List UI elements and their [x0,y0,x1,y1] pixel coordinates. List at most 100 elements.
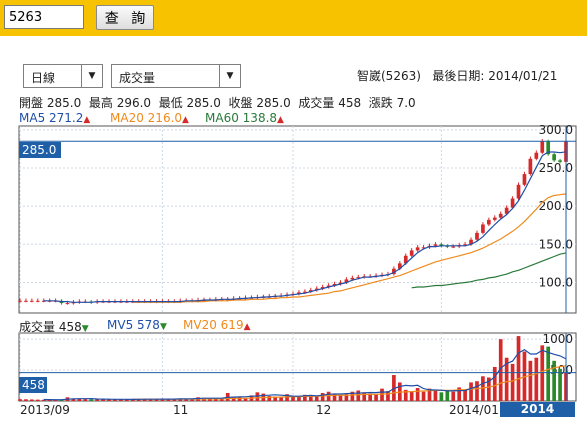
volume-bar [113,399,117,401]
candle-body [35,300,40,302]
candle-body [332,283,337,286]
volume-bar [516,336,521,401]
candle-body [504,207,509,214]
candle-body [516,184,521,199]
indicator-select-value: 成交量 [119,71,156,85]
x-label-2013-09: 2013/09 [20,403,70,417]
candle-body [320,287,325,289]
volume-bar [427,388,432,401]
open-label: 開盤 [19,96,44,110]
last-date-label: 最後日期: [432,69,485,83]
x-label-11: 11 [173,403,189,417]
candle-body [303,291,307,293]
volume-bar [386,391,390,401]
volume-bar [303,394,307,401]
ma20-value: 216.0 [147,111,183,125]
volume-bar [338,395,343,401]
volume-bar [326,391,331,401]
volume-bar [107,399,111,401]
volume-bar [24,399,28,401]
price-tick-label: 150.0 [539,237,573,251]
stock-info: 智崴(5263) 最後日期: 2014/01/21 [357,67,557,84]
chevron-down-icon[interactable]: ▼ [219,65,240,87]
mv20-line [132,365,567,400]
volume-bar [142,399,147,401]
close-label: 收盤 [228,96,253,110]
volume-bar [498,339,503,401]
volume-bar [89,399,94,401]
change-value: 7.0 [396,96,416,110]
mv5-value: 578 [137,318,160,332]
candle-body [314,288,319,291]
volume-bar [237,397,242,401]
volume-bar [457,387,462,401]
ma20-label: MA20 [110,111,144,125]
volume-bar [368,393,372,401]
volume-bar [510,363,515,401]
period-select-value: 日線 [31,71,56,85]
x-label-12: 12 [316,403,332,417]
volume-bar [119,399,123,401]
candle-body [481,224,485,233]
candle-body [475,232,479,240]
candle-body [492,217,497,220]
query-button[interactable]: 查 詢 [96,5,154,30]
mv5-legend: MV5 578▼ [107,318,167,332]
mv20-legend: MV20 619▲ [183,318,251,332]
candle-body [297,292,301,294]
volume-bar [546,346,551,401]
price-stats: 開盤 285.0 最高 296.0 最低 285.0 收盤 285.0 成交量 … [19,94,416,111]
volume-bar [47,399,52,401]
candle-body [498,213,503,218]
candle-body [344,279,349,283]
volume-bar [160,398,165,401]
price-panel [18,125,577,314]
volume-bar [273,396,278,401]
candle-body [403,255,408,264]
indicator-select[interactable]: 成交量 ▼ [111,64,241,88]
volume-bar [320,392,325,401]
volume-bar [463,389,467,401]
volume-bar [362,392,367,401]
ma60-line [411,252,567,289]
volume-bar [487,377,491,401]
candle-body [552,154,556,161]
volume-bar [184,398,189,401]
ma5-line [43,151,567,303]
up-arrow-icon: ▲ [243,322,251,332]
stock-code-input[interactable] [4,5,84,29]
price-tick-label: 300.0 [539,123,573,137]
candle-body [308,290,313,292]
open-value: 285.0 [46,96,82,110]
candle-body [409,250,414,256]
volume-bar [308,395,313,401]
volume-tick-label: 1000 [542,332,573,346]
volume-bar [279,397,283,401]
vol-label: 成交量 [19,320,56,334]
volume-bar [219,398,224,401]
volume-bar [475,381,479,401]
candle-body [463,244,467,246]
mv5-line [43,348,567,401]
volume-bar [154,399,159,401]
volume-bar [208,398,212,401]
price-tick-label: 100.0 [539,275,573,289]
candle-body [18,300,22,302]
cursor-volume-tag: 458 [19,377,47,393]
ma60-legend: MA60 138.8▲ [205,111,284,125]
candle-body [24,300,28,302]
volume-bar [558,368,562,401]
candle-body [439,244,444,246]
ma5-legend: MA5 271.2▲ [19,111,90,125]
volume-bar [297,396,301,401]
vol-value: 458 [58,320,82,334]
volume-bar [439,392,444,401]
stock-name: 智崴(5263) [357,69,421,83]
chevron-down-icon[interactable]: ▼ [81,65,102,87]
volume-bar [403,389,408,401]
low-value: 285.0 [186,96,221,110]
period-select[interactable]: 日線 ▼ [23,64,103,88]
last-date: 2014/01/21 [488,69,558,83]
candle-body [487,219,491,225]
